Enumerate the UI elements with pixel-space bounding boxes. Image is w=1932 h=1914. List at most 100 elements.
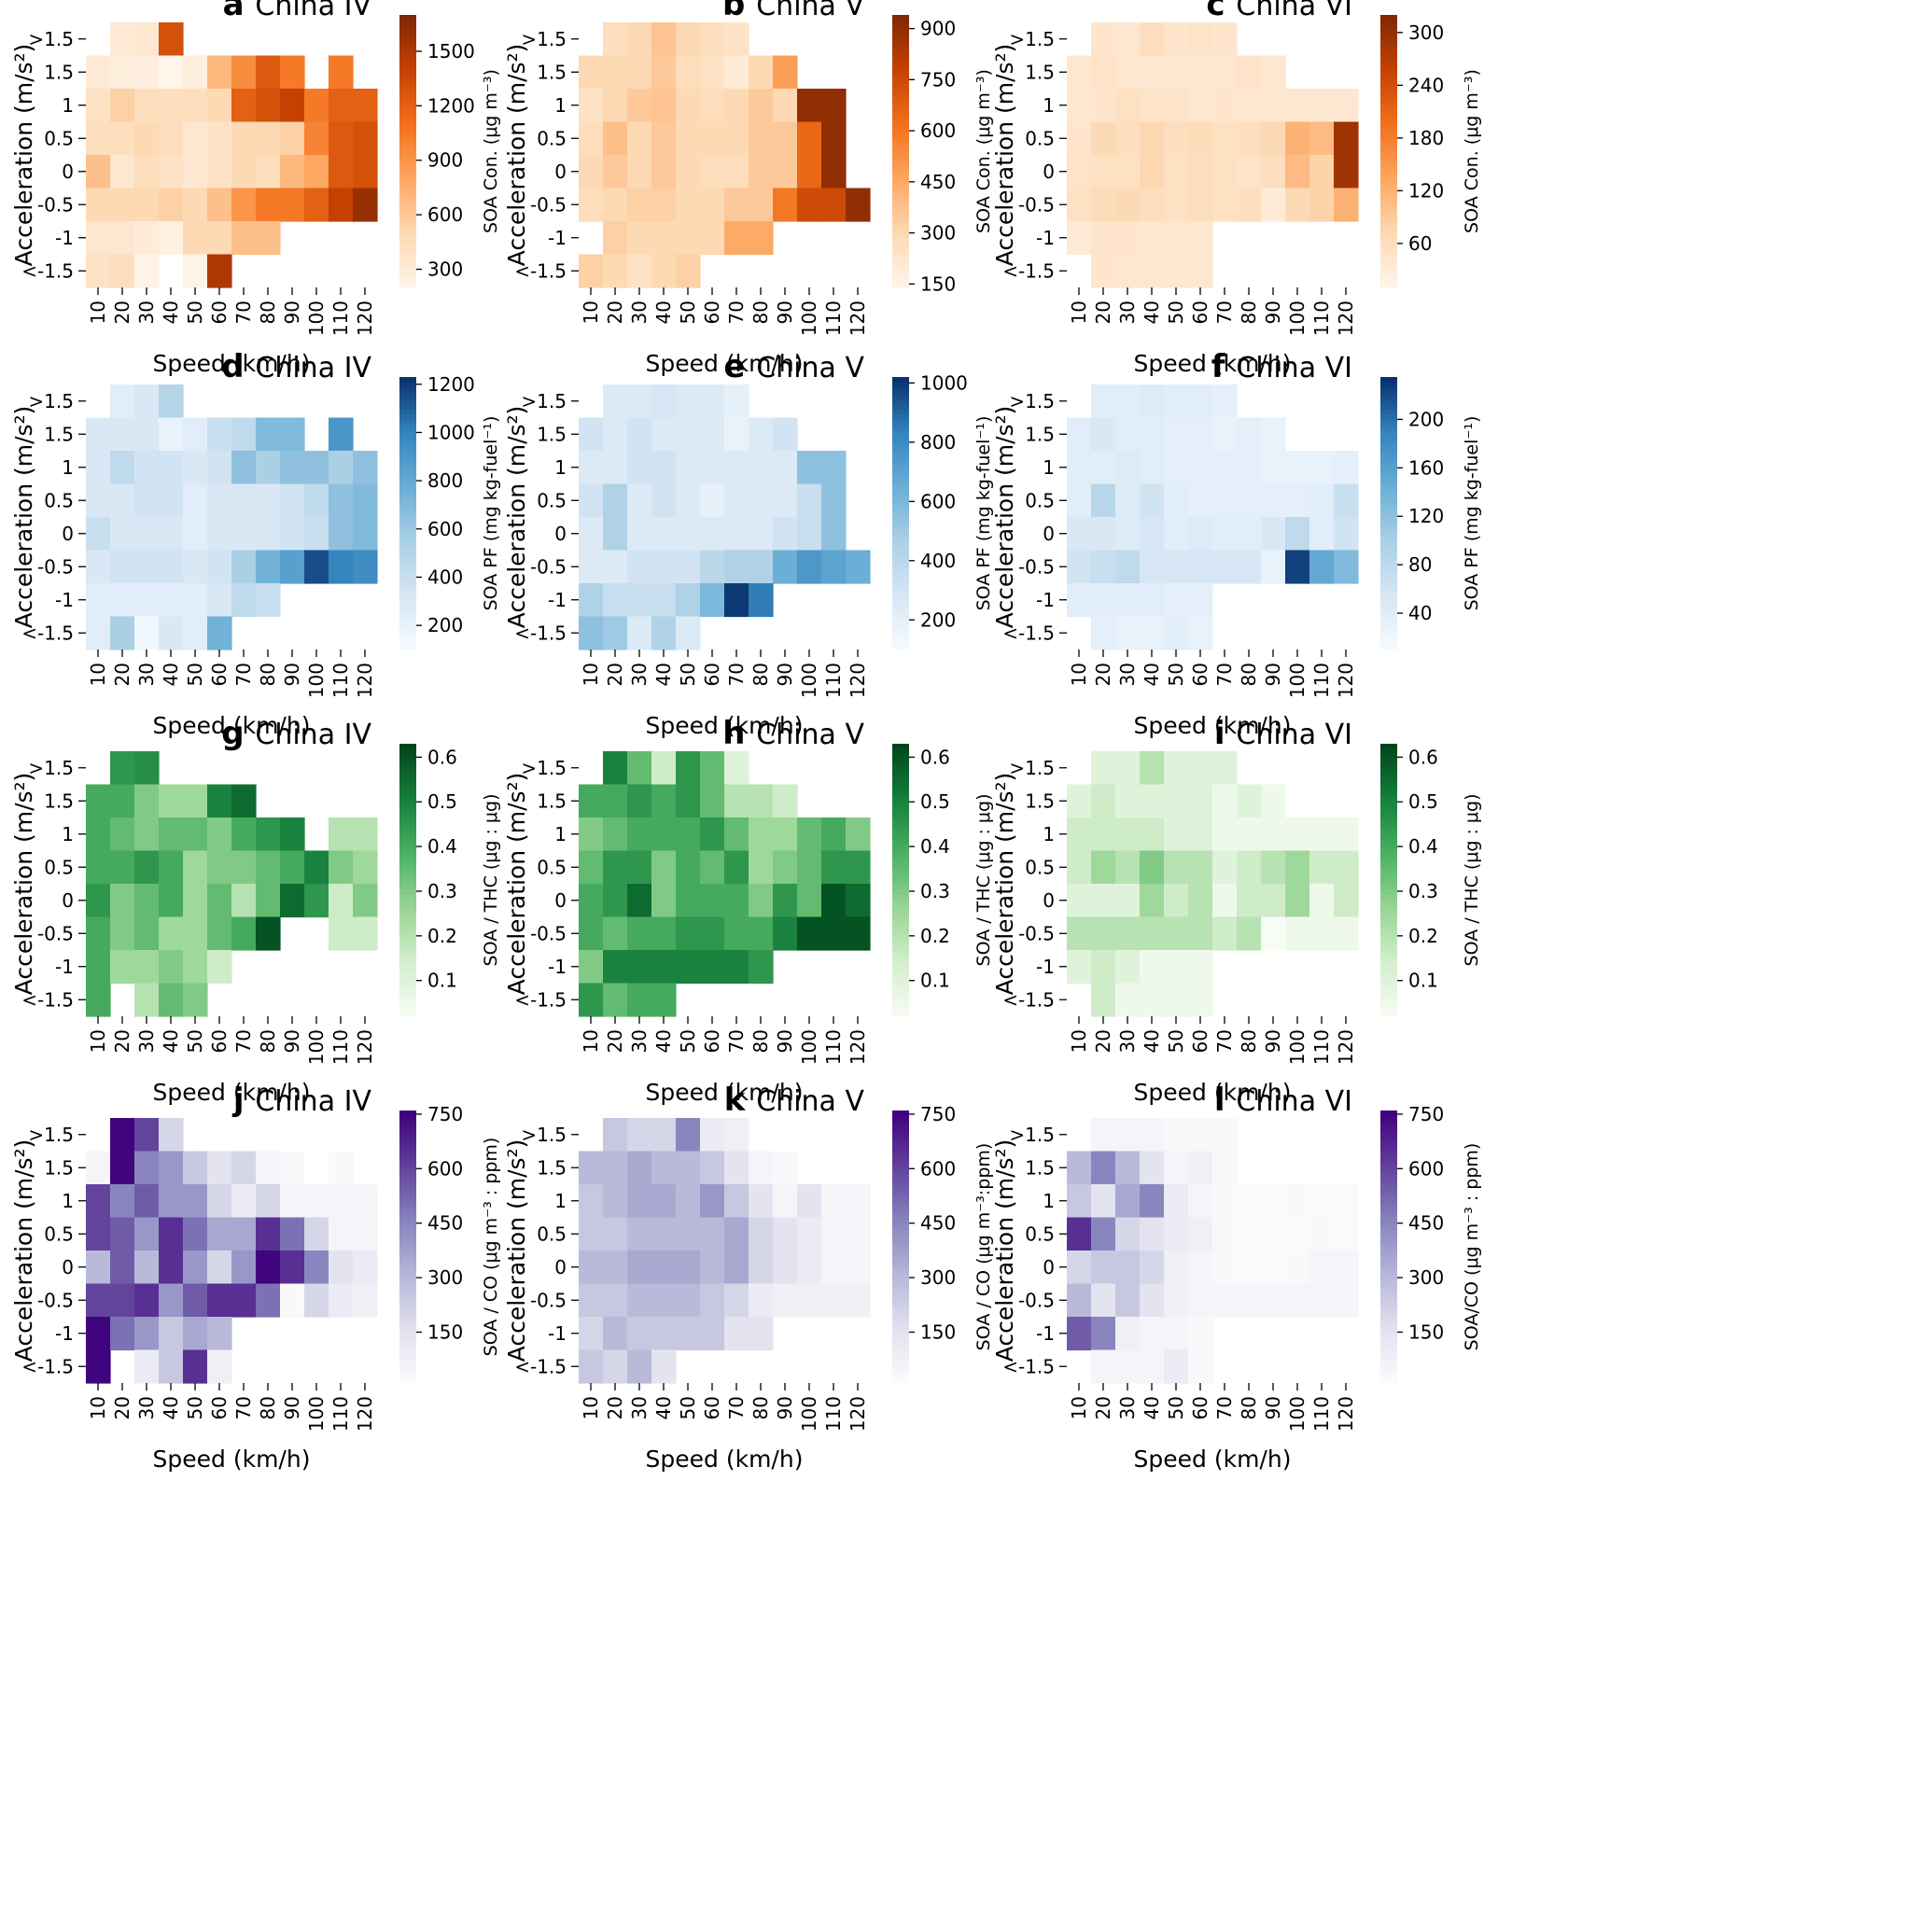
cell-f-r0-c2: [1115, 384, 1141, 419]
ytick-label: -0.5: [530, 193, 567, 216]
colorbar-segment: [892, 431, 909, 437]
ytick-label: 0.5: [537, 1222, 567, 1245]
colorbar-segment: [399, 915, 416, 922]
cell-k-r2-c2: [627, 1184, 652, 1219]
colorbar-segment: [1380, 1310, 1397, 1316]
colorbar-segment: [892, 174, 909, 179]
colorbar-segment: [399, 1364, 416, 1370]
colorbar-segment: [1380, 793, 1397, 799]
cell-f-r3-c3: [1140, 483, 1165, 518]
colorbar-segment: [1380, 563, 1397, 568]
colorbar-segment: [892, 925, 909, 931]
xtick-label: 90: [281, 1396, 303, 1419]
colorbar-tick-label: 0.5: [920, 790, 950, 813]
colorbar-segment: [399, 631, 416, 636]
cell-c-r3-c9: [1285, 121, 1310, 156]
cell-a-r3-c6: [231, 121, 257, 156]
cell-l-r6-c2: [1115, 1317, 1141, 1351]
cell-i-r1-c0: [1067, 784, 1092, 818]
ytick-label: 1: [554, 456, 567, 479]
colorbar-segment: [892, 540, 909, 546]
ytick-label: -0.5: [1018, 922, 1055, 944]
colorbar-segment: [1380, 105, 1397, 111]
colorbar-segment: [892, 1133, 909, 1139]
colorbar-segment: [399, 771, 416, 776]
colorbar-segment: [1380, 789, 1397, 795]
colorbar-segment: [892, 251, 909, 257]
colorbar-segment: [399, 1138, 416, 1143]
cell-c-r7-c5: [1188, 254, 1213, 288]
cell-e-r1-c4: [676, 417, 701, 452]
cell-c-r5-c2: [1115, 188, 1141, 222]
colorbar-segment: [399, 784, 416, 790]
colorbar-segment: [399, 893, 416, 900]
xtick-label: 50: [184, 300, 206, 324]
cell-j-r4-c4: [183, 1250, 208, 1285]
colorbar-segment: [399, 577, 416, 582]
xtick-label: 10: [87, 1029, 109, 1053]
cell-i-r5-c6: [1212, 916, 1238, 951]
cell-g-r5-c2: [134, 916, 160, 951]
cell-d-r2-c6: [231, 451, 257, 485]
colorbar-segment: [892, 50, 909, 57]
cell-i-r4-c0: [1067, 884, 1092, 918]
cell-c-r2-c8: [1261, 89, 1286, 123]
colorbar-segment: [892, 1237, 909, 1243]
cell-e-r3-c2: [627, 483, 652, 518]
panel-letter: l: [1214, 1082, 1237, 1119]
cell-k-r2-c1: [603, 1184, 628, 1219]
colorbar-segment: [892, 830, 909, 835]
cell-h-r1-c5: [700, 784, 725, 818]
ytick-label: 0: [62, 889, 74, 912]
cell-j-r7-c0: [86, 1349, 111, 1384]
cell-j-r5-c8: [280, 1283, 305, 1318]
ytick-label: -0.5: [530, 922, 567, 944]
cell-l-r6-c1: [1091, 1317, 1116, 1351]
xtick-label: 30: [628, 1029, 651, 1053]
xtick-label: 20: [111, 663, 133, 686]
colorbar-segment: [1380, 55, 1397, 62]
colorbar-segment: [399, 137, 416, 143]
colorbar-segment: [1380, 449, 1397, 455]
colorbar-segment: [892, 1007, 909, 1013]
cell-k-r3-c6: [724, 1217, 749, 1251]
cell-j-r5-c10: [329, 1283, 354, 1318]
colorbar-segment: [1380, 101, 1397, 106]
cell-b-r6-c5: [700, 221, 725, 256]
xtick-label: 30: [1116, 1396, 1139, 1419]
cell-k-r0-c3: [651, 1118, 677, 1153]
colorbar-segment: [892, 187, 909, 193]
colorbar-segment: [892, 283, 909, 288]
colorbar-tick-label: 750: [920, 68, 956, 91]
colorbar-segment: [399, 1146, 416, 1153]
xtick-label: 30: [1116, 1029, 1139, 1053]
ytick-label: <-1.5: [21, 988, 74, 1011]
colorbar-segment: [399, 971, 416, 976]
cell-k-r1-c6: [724, 1151, 749, 1185]
cell-d-r3-c7: [256, 483, 281, 518]
cell-e-r6-c1: [603, 583, 628, 618]
cell-c-r0-c2: [1115, 22, 1141, 57]
cell-a-r3-c3: [159, 121, 184, 156]
cell-j-r5-c7: [256, 1283, 281, 1318]
cell-e-r7-c0: [579, 616, 604, 650]
cell-j-r3-c9: [304, 1217, 329, 1251]
cell-c-r2-c7: [1237, 89, 1262, 123]
colorbar-segment: [1380, 390, 1397, 397]
cell-l-r2-c11: [1334, 1184, 1359, 1219]
colorbar-segment: [1380, 255, 1397, 261]
cell-g-r1-c0: [86, 784, 111, 818]
cell-h-r2-c8: [773, 817, 798, 852]
cell-g-r2-c10: [329, 817, 354, 852]
cell-i-r5-c8: [1261, 916, 1286, 951]
colorbar-segment: [1380, 472, 1397, 478]
cell-g-r2-c4: [183, 817, 208, 852]
cell-j-r1-c10: [329, 1151, 354, 1185]
ytick-label: >1.5: [521, 1124, 567, 1146]
colorbar-segment: [399, 975, 416, 981]
cell-c-r1-c5: [1188, 55, 1213, 90]
panel-letter: e: [723, 348, 756, 385]
colorbar-segment: [399, 1169, 416, 1175]
cell-l-r1-c4: [1164, 1151, 1189, 1185]
cell-c-r5-c4: [1164, 188, 1189, 222]
